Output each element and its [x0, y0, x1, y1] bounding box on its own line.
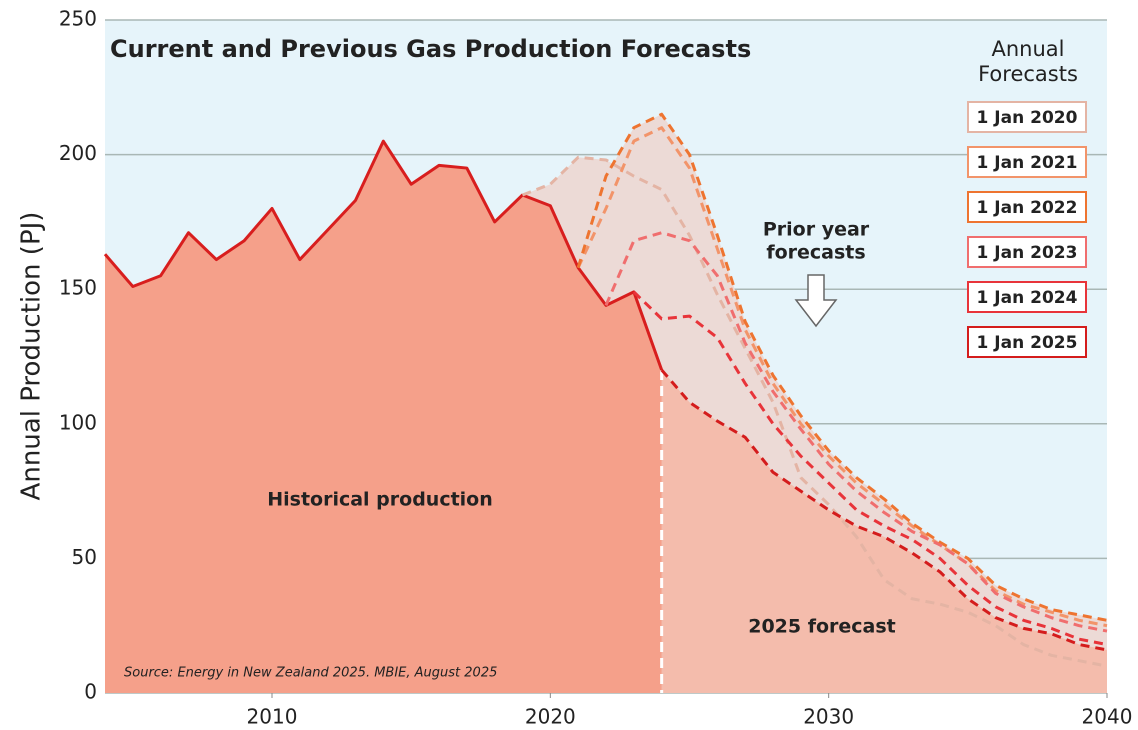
legend-box — [967, 146, 1087, 178]
legend-label: 1 Jan 2020 — [977, 108, 1078, 128]
legend-box — [967, 326, 1087, 358]
forecast-line — [521, 155, 1108, 668]
legend-box — [967, 101, 1087, 133]
y-tick-label: 250 — [59, 7, 97, 31]
x-tick-label: 2030 — [803, 705, 854, 729]
source-note: Source: Energy in New Zealand 2025. MBIE… — [124, 666, 497, 681]
x-tick-label: 2040 — [1082, 705, 1133, 729]
forecast-line — [604, 231, 1108, 633]
current-forecast-area — [661, 369, 1107, 693]
forecast-line — [576, 126, 1108, 628]
x-tick-label: 2020 — [525, 705, 576, 729]
y-tick-label: 150 — [59, 276, 97, 300]
y-axis-label: Annual Production (PJ) — [17, 212, 47, 501]
x-tick-label: 2010 — [247, 705, 298, 729]
legend-label: 1 Jan 2025 — [977, 333, 1078, 353]
annotation: forecasts — [766, 242, 865, 264]
legend-label: 1 Jan 2021 — [977, 153, 1078, 173]
legend-label: 1 Jan 2024 — [977, 288, 1078, 308]
arrow — [794, 274, 838, 328]
legend-box — [967, 236, 1087, 268]
y-tick-label: 50 — [72, 545, 97, 569]
historical-area — [105, 141, 662, 693]
y-tick-label: 0 — [84, 680, 97, 704]
legend-title: Forecasts — [978, 62, 1078, 86]
legend-title: Annual — [992, 37, 1065, 61]
legend-box — [967, 191, 1087, 223]
y-tick-label: 200 — [59, 141, 97, 165]
legend-label: 1 Jan 2023 — [977, 243, 1078, 263]
forecast-line — [576, 112, 1108, 622]
annotation: Prior year — [763, 219, 870, 241]
chart-title: Current and Previous Gas Production Fore… — [110, 35, 751, 63]
legend-label: 1 Jan 2022 — [977, 198, 1078, 218]
annotation: 2025 forecast — [748, 616, 896, 638]
forecast-line — [660, 368, 1108, 652]
annotation: Historical production — [267, 489, 493, 511]
y-tick-label: 100 — [59, 410, 97, 434]
forecast-line — [632, 290, 1108, 647]
legend-box — [967, 281, 1087, 313]
historical-line — [103, 139, 664, 371]
